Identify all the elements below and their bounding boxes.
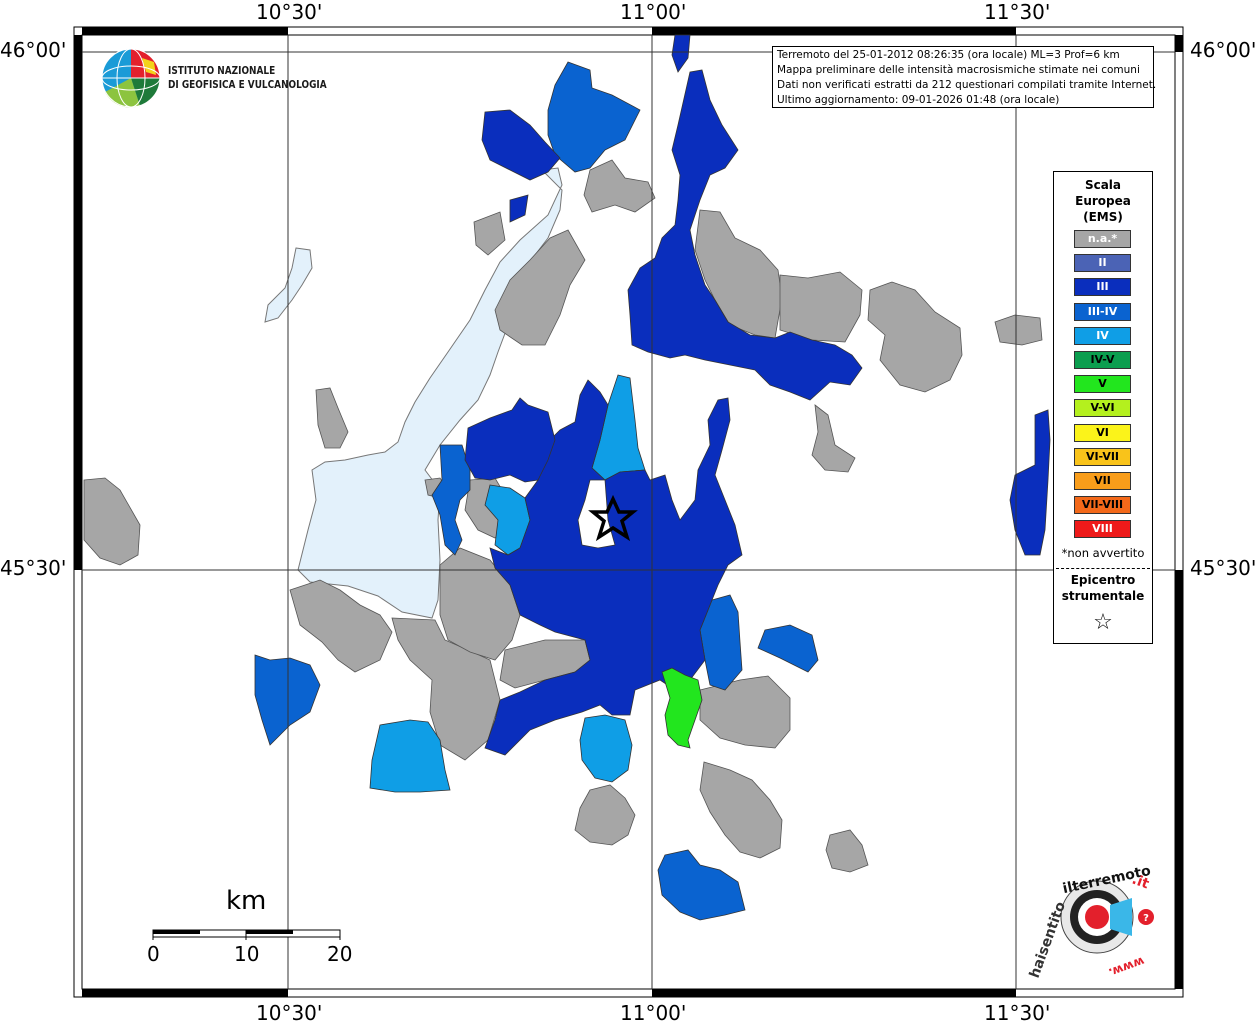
scale-label-0: 0 <box>147 942 160 966</box>
legend-item-2: III <box>1074 278 1131 297</box>
graticule <box>82 35 1175 989</box>
scale-bar <box>152 929 341 940</box>
legend-item-10: VII <box>1074 472 1131 490</box>
event-info-line3: Dati non verificati estratti da 212 ques… <box>777 79 1157 91</box>
ems-legend: Scala Europea (EMS) n.a.* II III III-IV IV IV… <box>1053 171 1153 644</box>
lon-label-bottom-2: 11°00' <box>620 1001 687 1025</box>
legend-title-line2: Europea <box>1075 194 1131 208</box>
legend-item-6: V <box>1074 375 1131 394</box>
legend-epicentre-line1: Epicentro <box>1070 573 1136 587</box>
event-info-box: Terremoto del 25-01-2012 08:26:35 (ora l… <box>772 46 1157 108</box>
municipalities-iii <box>464 34 1051 756</box>
legend-item-8: VI <box>1074 423 1131 442</box>
legend-separator <box>1056 568 1150 569</box>
scale-label-20: 20 <box>327 942 353 966</box>
ingv-logo-icon <box>101 48 161 108</box>
badge-text-4: www. <box>1106 954 1147 980</box>
legend-title-line3: (EMS) <box>1083 210 1123 224</box>
institute-name-line1: ISTITUTO NAZIONALE <box>168 65 276 77</box>
legend-item-7: V-VI <box>1074 399 1131 418</box>
event-info-line1: Terremoto del 25-01-2012 08:26:35 (ora l… <box>777 49 1120 61</box>
legend-item-4: IV <box>1074 326 1131 345</box>
legend-note: *non avvertito <box>1061 546 1145 560</box>
lat-label-left-1: 46°00' <box>0 38 67 62</box>
legend-item-0: n.a.* <box>1074 230 1131 248</box>
badge-text: haisentito ilterremoto .it www. <box>1027 863 1170 980</box>
legend-item-5: IV-V <box>1074 351 1131 369</box>
legend-title: Scala Europea (EMS) <box>1054 177 1152 225</box>
legend-item-11: VII-VIII <box>1074 496 1131 515</box>
legend-epicentre-label: Epicentro strumentale <box>1054 572 1152 604</box>
legend-item-9: VI-VII <box>1074 447 1131 466</box>
lat-label-left-2: 45°30' <box>0 556 67 580</box>
municipalities-iv <box>369 374 646 793</box>
haisentito-badge-icon: ? <box>1060 880 1154 954</box>
lat-label-right-1: 46°00' <box>1190 38 1255 62</box>
lon-label-bottom-3: 11°30' <box>984 1001 1051 1025</box>
institute-name: ISTITUTO NAZIONALE DI GEOFISICA E VULCAN… <box>168 64 327 92</box>
event-info-line2: Mappa preliminare delle intensità macros… <box>777 64 1140 76</box>
municipalities-na <box>83 159 1043 873</box>
legend-star-icon: ☆ <box>1093 610 1113 635</box>
lon-label-top-3: 11°30' <box>984 0 1051 24</box>
lon-label-bottom-1: 10°30' <box>256 1001 323 1025</box>
scale-label-10: 10 <box>234 942 260 966</box>
legend-title-line1: Scala <box>1084 178 1122 192</box>
event-info-line4: Ultimo aggiornamento: 09-01-2026 01:48 (… <box>777 94 1060 106</box>
lat-label-right-2: 45°30' <box>1190 556 1255 580</box>
scale-unit: km <box>226 886 267 916</box>
institute-name-line2: DI GEOFISICA E VULCANOLOGIA <box>168 79 327 91</box>
legend-item-1: II <box>1074 254 1131 273</box>
municipality-v <box>661 667 703 749</box>
epicentre-star-icon <box>588 494 638 542</box>
svg-text:?: ? <box>1143 913 1149 924</box>
lon-label-top-1: 10°30' <box>256 0 323 24</box>
lon-label-top-2: 11°00' <box>620 0 687 24</box>
legend-item-3: III-IV <box>1074 302 1131 321</box>
legend-item-12: VIII <box>1074 520 1131 539</box>
legend-epicentre-line2: strumentale <box>1061 589 1145 603</box>
